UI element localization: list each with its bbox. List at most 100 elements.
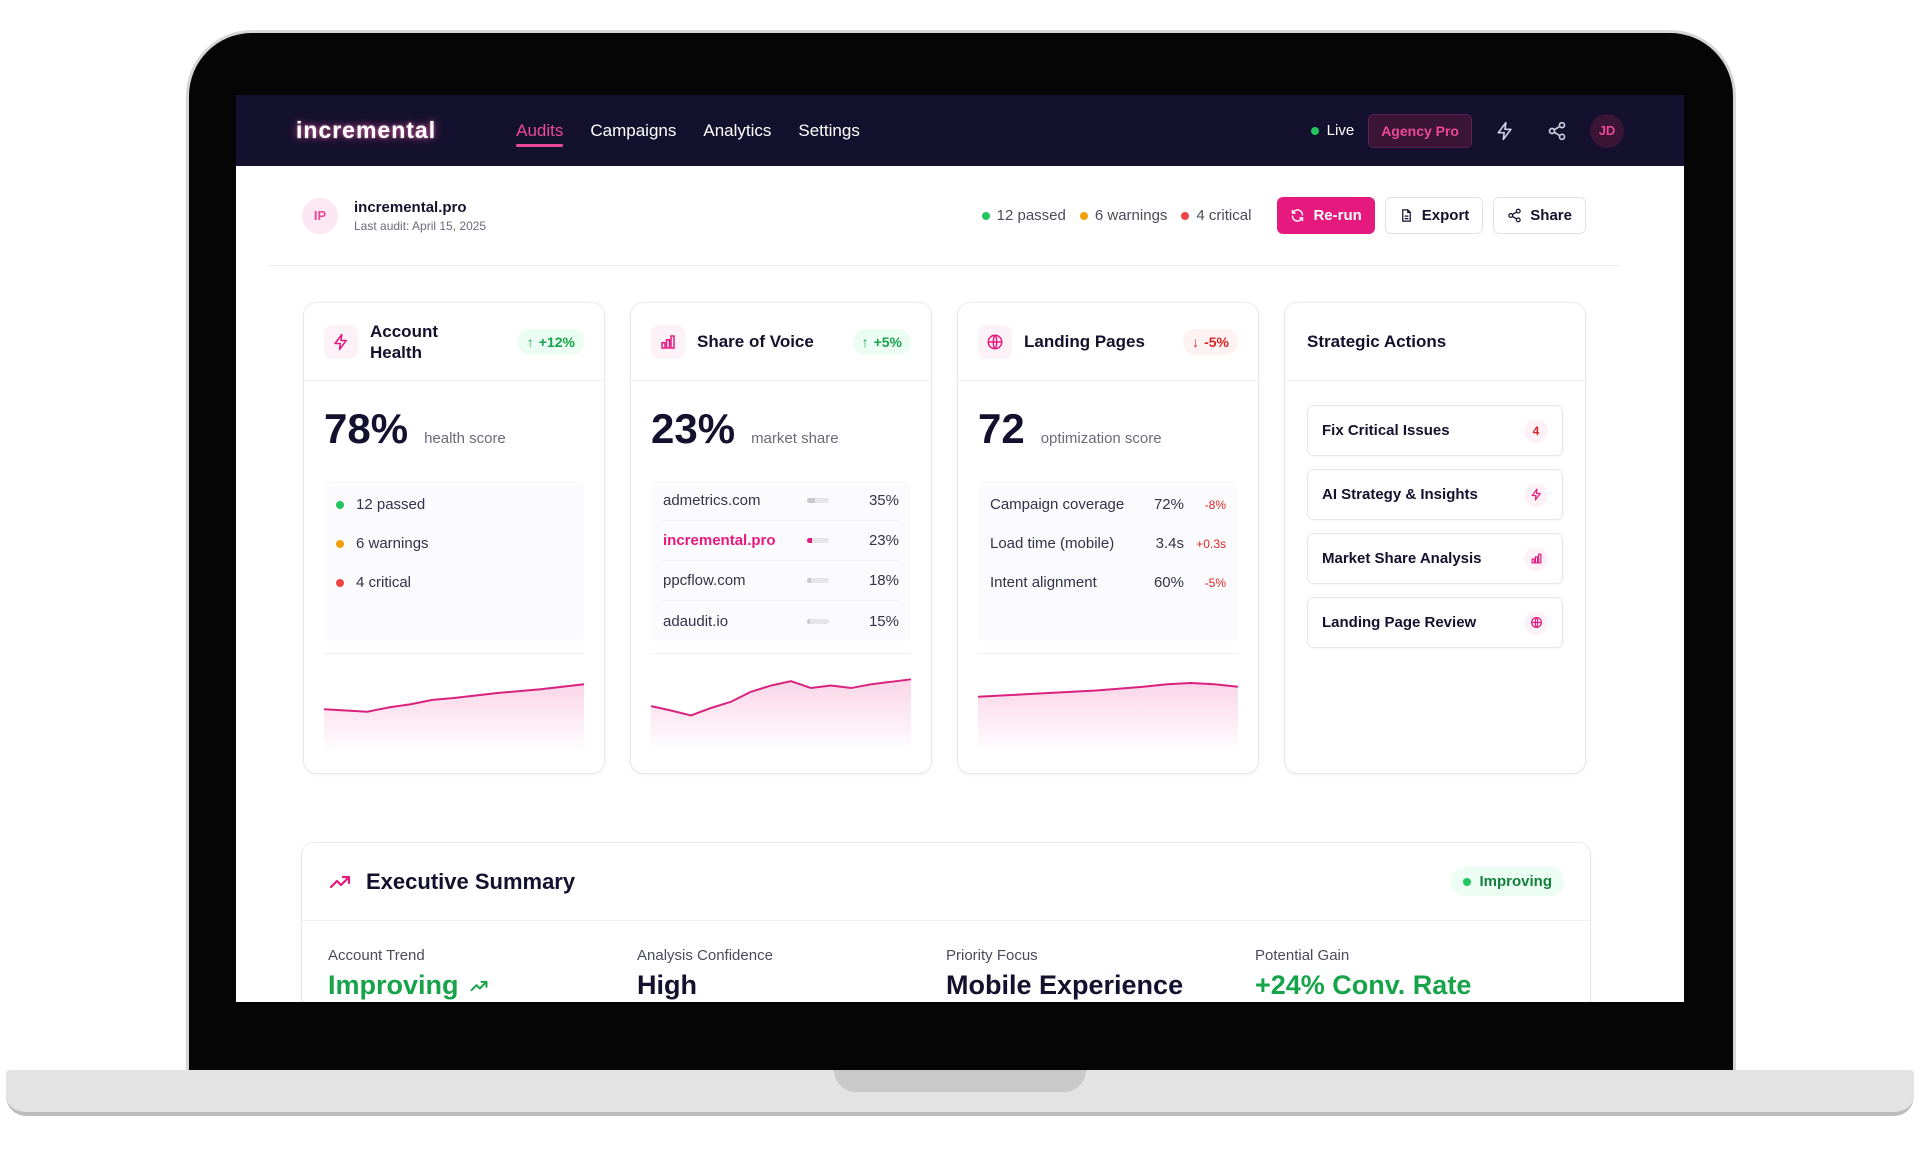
trending-up-icon: [470, 980, 488, 991]
summary-header: Executive Summary Improving: [302, 843, 1590, 921]
account-health-card[interactable]: Account Health ↑ +12% 78% health score 12…: [304, 303, 604, 773]
plan-badge[interactable]: Agency Pro: [1368, 113, 1472, 148]
metric-delta: +0.3s: [1196, 536, 1226, 551]
bolt-icon: [1524, 482, 1548, 507]
card-title: Share of Voice: [697, 332, 814, 351]
summary-label: Potential Gain: [1255, 947, 1350, 964]
summary-label: Analysis Confidence: [637, 947, 773, 964]
market-share-label: market share: [751, 430, 839, 447]
export-button[interactable]: Export: [1384, 197, 1484, 234]
table-row: adaudit.io 15%: [663, 601, 899, 641]
arrow-up-icon: ↑: [861, 333, 869, 350]
passed-count: 12 passed: [981, 207, 1066, 224]
nav-right: Live Agency Pro JD: [1310, 112, 1624, 150]
orange-dot: [1079, 211, 1088, 220]
table-row: admetrics.com 35%: [663, 481, 899, 521]
delta-badge: ↑ +5%: [852, 328, 911, 355]
delta-badge: ↑ +12%: [517, 328, 584, 355]
audit-header: IP incremental.pro Last audit: April 15,…: [268, 166, 1620, 266]
card-title: Landing Pages: [1024, 332, 1145, 351]
delta-badge: ↓ -5%: [1183, 328, 1238, 355]
file-icon: [1401, 209, 1411, 222]
tab-analytics[interactable]: Analytics: [703, 120, 772, 140]
green-dot: [981, 211, 990, 220]
share-of-voice-card[interactable]: Share of Voice ↑ +5% 23% market share adm…: [631, 303, 931, 773]
landing-pages-card[interactable]: Landing Pages ↓ -5% 72 optimization score…: [958, 303, 1258, 773]
status-badge: Improving: [1451, 867, 1564, 896]
strategic-actions-card: Strategic Actions Fix Critical Issues 4 …: [1285, 303, 1585, 773]
critical-count: 4 critical: [1181, 207, 1251, 224]
share-icon[interactable]: [1538, 112, 1576, 150]
tab-settings[interactable]: Settings: [798, 120, 860, 140]
table-row: Intent alignment 60% -5%: [990, 563, 1226, 602]
share-button[interactable]: Share: [1493, 197, 1586, 234]
arrow-down-icon: ↓: [1192, 333, 1200, 350]
card-header: Landing Pages ↓ -5%: [958, 303, 1258, 381]
ai-strategy-button[interactable]: AI Strategy & Insights: [1307, 469, 1563, 520]
trending-up-icon: [329, 875, 351, 888]
sparkline-area: [978, 683, 1238, 753]
bolt-icon[interactable]: [1486, 112, 1524, 150]
share-percent: 18%: [868, 572, 899, 589]
summary-title: Executive Summary: [366, 868, 576, 894]
executive-summary: Executive Summary Improving Account Tren…: [302, 843, 1590, 1002]
metric-name: Campaign coverage: [990, 496, 1125, 513]
app-logo[interactable]: incremental: [296, 117, 437, 143]
own-domain: incremental.pro: [663, 532, 776, 549]
account-trend: Account Trend Improving: [328, 947, 637, 1001]
market-share-analysis-button[interactable]: Market Share Analysis: [1307, 533, 1563, 584]
share-percent: 15%: [868, 612, 899, 630]
share-percent: 23%: [868, 532, 899, 549]
card-header: Account Health ↑ +12%: [304, 303, 604, 381]
orange-dot: [336, 539, 344, 548]
competitor-domain: adaudit.io: [663, 612, 729, 630]
sparkline-line: [324, 683, 584, 713]
competitor-domain: ppcflow.com: [663, 572, 746, 589]
card-header: Strategic Actions: [1285, 303, 1585, 381]
card-title: Account Health: [370, 321, 438, 362]
sparkline-line: [651, 678, 911, 717]
share-icon: [1508, 208, 1522, 223]
card-title: Strategic Actions: [1307, 332, 1447, 351]
score-row: 23% market share: [631, 381, 931, 461]
competitor-list: admetrics.com 35% incremental.pro 23% pp…: [651, 481, 911, 641]
sparkline-line: [978, 682, 1238, 698]
score-row: 72 optimization score: [958, 381, 1258, 461]
potential-gain: Potential Gain +24% Conv. Rate: [1255, 947, 1564, 1001]
bar-chart-icon: [1524, 546, 1548, 571]
last-audit-date: Last audit: April 15, 2025: [354, 218, 487, 233]
user-avatar[interactable]: JD: [1590, 113, 1624, 148]
summary-value: Mobile Experience: [946, 970, 1184, 1000]
globe-icon: [1524, 610, 1548, 635]
landing-page-review-button[interactable]: Landing Page Review: [1307, 597, 1563, 648]
metric-cards: Account Health ↑ +12% 78% health score 12…: [304, 303, 1590, 773]
rerun-button[interactable]: Re-run: [1277, 197, 1375, 234]
table-row: Campaign coverage 72% -8%: [990, 485, 1226, 524]
analysis-confidence: Analysis Confidence High: [637, 947, 946, 1001]
market-share-value: 23%: [651, 405, 736, 452]
tab-audits[interactable]: Audits: [516, 95, 564, 166]
health-score-value: 78%: [324, 405, 409, 452]
audit-actions: Re-run Export Share: [1277, 197, 1586, 234]
share-percent: 35%: [868, 492, 899, 509]
summary-value: High: [637, 970, 697, 1000]
score-row: 78% health score: [304, 381, 604, 461]
site-avatar: IP: [302, 197, 338, 234]
globe-icon: [978, 324, 1012, 359]
metric-delta: -8%: [1204, 497, 1226, 512]
metric-name: Load time (mobile): [990, 535, 1115, 552]
health-score-label: health score: [424, 430, 506, 447]
fix-critical-issues-button[interactable]: Fix Critical Issues 4: [1307, 405, 1563, 456]
live-dot: [1310, 126, 1319, 135]
summary-label: Priority Focus: [946, 947, 1038, 964]
green-dot: [336, 500, 344, 509]
app-screen: incremental Audits Campaigns Analytics S…: [236, 95, 1684, 1002]
arrow-up-icon: ↑: [526, 333, 534, 350]
tab-campaigns[interactable]: Campaigns: [590, 120, 677, 140]
share-bar: [807, 538, 829, 543]
share-label: Share: [1530, 207, 1572, 224]
live-indicator: Live: [1310, 122, 1354, 139]
top-nav: incremental Audits Campaigns Analytics S…: [236, 95, 1684, 166]
list-item: 6 warnings: [336, 524, 572, 563]
metric-delta: -5%: [1204, 575, 1226, 590]
